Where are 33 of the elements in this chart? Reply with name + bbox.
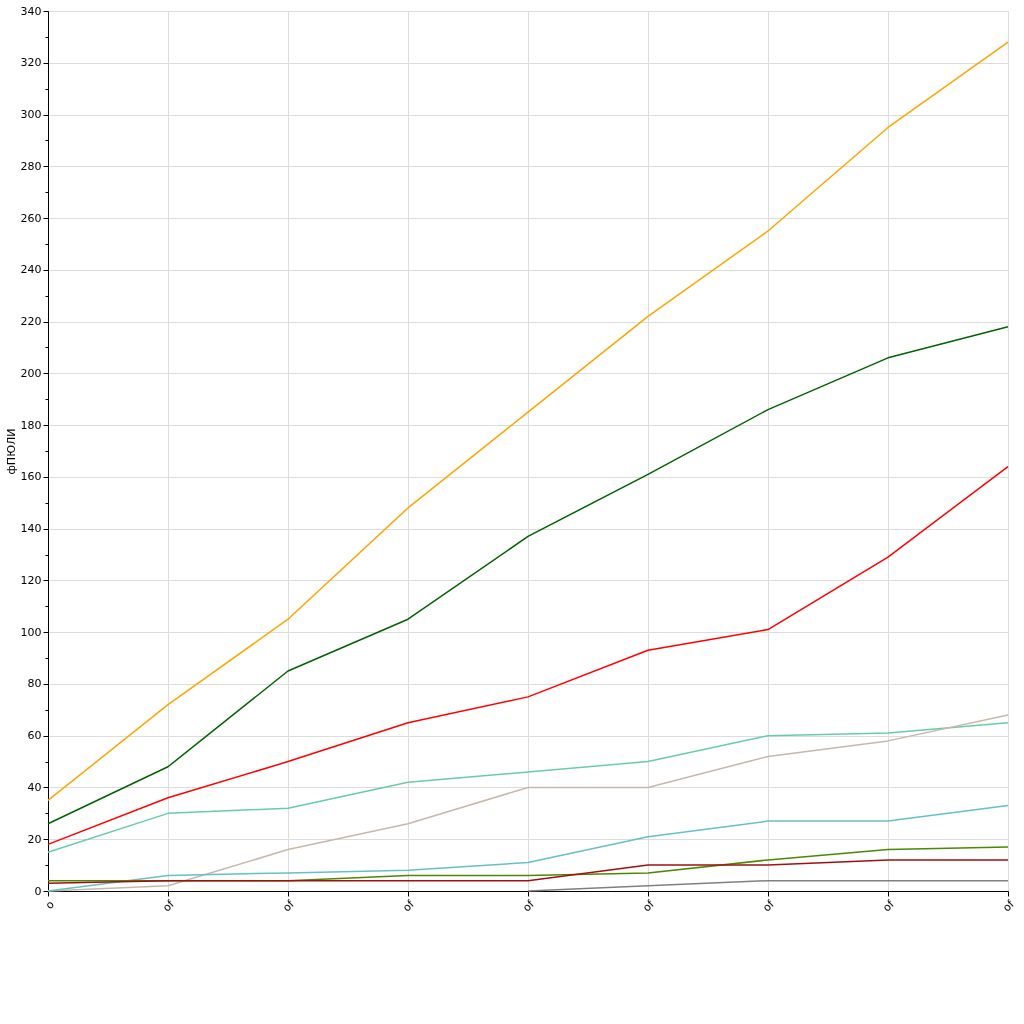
line-series bbox=[47, 41, 1009, 802]
y-tick-label: 120 bbox=[20, 573, 42, 587]
y-tick-label: 320 bbox=[20, 56, 42, 70]
y-axis-title: фПЮЛИ bbox=[4, 428, 18, 475]
y-tick-label: 340 bbox=[20, 4, 42, 18]
y-tick-label: 20 bbox=[27, 832, 42, 846]
y-tick-label: 300 bbox=[20, 108, 42, 122]
y-tick-label: 180 bbox=[20, 418, 42, 432]
y-tick-label: 260 bbox=[20, 211, 42, 225]
y-tick-label: 40 bbox=[27, 780, 42, 794]
x-tick-label: of bbox=[760, 897, 778, 915]
y-tick-label: 240 bbox=[20, 263, 42, 277]
y-tick-label: 220 bbox=[20, 315, 42, 329]
y-tick-label: 200 bbox=[20, 366, 42, 380]
line-series bbox=[47, 859, 1009, 884]
line-series bbox=[47, 465, 1009, 846]
y-tick-label: 0 bbox=[34, 884, 42, 898]
x-tick-label: of bbox=[280, 897, 298, 915]
y-tick-label: 280 bbox=[20, 159, 42, 173]
x-tick-label: of bbox=[1000, 897, 1018, 915]
x-tick-label: of bbox=[880, 897, 898, 915]
x-tick-label: of bbox=[160, 897, 178, 915]
x-tick-label: o bbox=[43, 897, 58, 912]
line-series bbox=[47, 722, 1009, 853]
y-tick-label: 160 bbox=[20, 470, 42, 484]
y-tick-label: 80 bbox=[27, 677, 42, 691]
x-tick-label: of bbox=[520, 897, 538, 915]
y-tick-label: 140 bbox=[20, 522, 42, 536]
y-tick-label: 60 bbox=[27, 729, 42, 743]
line-series bbox=[47, 326, 1009, 825]
x-tick-label: of bbox=[400, 897, 418, 915]
x-tick-label: of bbox=[640, 897, 658, 915]
y-tick-label: 100 bbox=[20, 625, 42, 639]
